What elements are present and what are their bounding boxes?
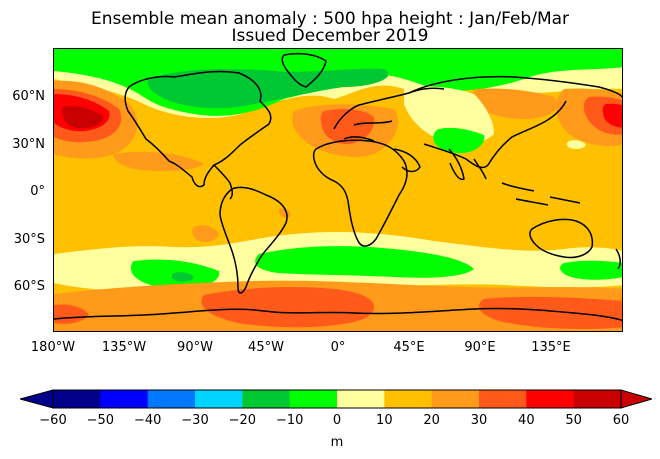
anomaly-region: [113, 151, 204, 172]
lon-label: 135°W: [101, 340, 147, 355]
colorbar-tick-label: −50: [86, 413, 115, 428]
map-title: Ensemble mean anomaly : 500 hpa height :…: [90, 9, 570, 29]
colorbar-low-arrow: [20, 389, 54, 409]
colorbar-cell: [53, 390, 101, 408]
anomaly-region: [54, 260, 72, 281]
lon-label: 90°E: [464, 340, 496, 355]
colorbar-cell: [195, 390, 243, 408]
colorbar-tick-label: 50: [565, 413, 582, 428]
colorbar-cell: [384, 390, 433, 408]
lon-label: 90°W: [177, 340, 213, 355]
colorbar-cell: [337, 390, 385, 408]
anomaly-field: [54, 49, 622, 331]
colorbar-unit: m: [330, 435, 344, 450]
colorbar-tick-label: −60: [39, 413, 67, 428]
lat-label: 60°S: [13, 279, 45, 294]
lon-label: 135°E: [531, 340, 571, 355]
lat-label: 30°S: [13, 232, 45, 247]
anomaly-region: [433, 127, 485, 154]
colorbar-cell: [573, 390, 622, 408]
anomaly-region: [320, 109, 375, 145]
colorbar-cell: [526, 390, 575, 408]
anomaly-map: [53, 48, 623, 332]
lon-label: 45°W: [248, 340, 284, 355]
colorbar-tick-label: −20: [228, 413, 257, 428]
anomaly-region: [171, 272, 194, 282]
anomaly-region: [560, 260, 622, 280]
colorbar-cell: [289, 390, 338, 408]
anomaly-region: [566, 140, 586, 149]
colorbar-tick-label: 40: [518, 413, 535, 428]
colorbar-cell: [431, 390, 480, 408]
colorbar: [20, 389, 652, 409]
coastlines: [54, 52, 622, 322]
lat-label: 30°N: [12, 137, 45, 152]
colorbar-cell: [479, 390, 527, 408]
colorbar-tick-label: 10: [376, 413, 393, 428]
colorbar-cell: [147, 390, 196, 408]
lon-label: 45°E: [393, 340, 425, 355]
colorbar-tick-label: −10: [275, 413, 304, 428]
colorbar-cell: [100, 390, 149, 408]
colorbar-tick-label: −40: [133, 413, 162, 428]
map-subtitle: Issued December 2019: [231, 26, 429, 46]
colorbar-tick-label: 0: [332, 413, 342, 428]
colorbar-high-arrow: [620, 389, 652, 409]
anomaly-region: [192, 225, 219, 243]
anomaly-region: [479, 296, 622, 330]
anomaly-region: [255, 246, 474, 278]
anomaly-region: [282, 52, 324, 71]
lon-label: 180°W: [30, 340, 76, 355]
lon-label: 0°: [330, 340, 346, 355]
lat-label: 60°N: [12, 89, 45, 104]
anomaly-region: [602, 103, 622, 128]
anomaly-region: [62, 106, 104, 129]
anomaly-region: [147, 68, 389, 109]
anomaly-region: [472, 88, 558, 119]
colorbar-tick-label: 60: [612, 413, 630, 428]
colorbar-tick-label: −30: [181, 413, 209, 428]
colorbar-tick-label: 20: [423, 413, 440, 428]
colorbar-tick-label: 30: [470, 413, 488, 428]
colorbar-cell: [242, 390, 291, 408]
anomaly-region: [404, 86, 494, 145]
lat-label: 0°: [30, 184, 45, 199]
anomaly-region: [201, 287, 374, 328]
